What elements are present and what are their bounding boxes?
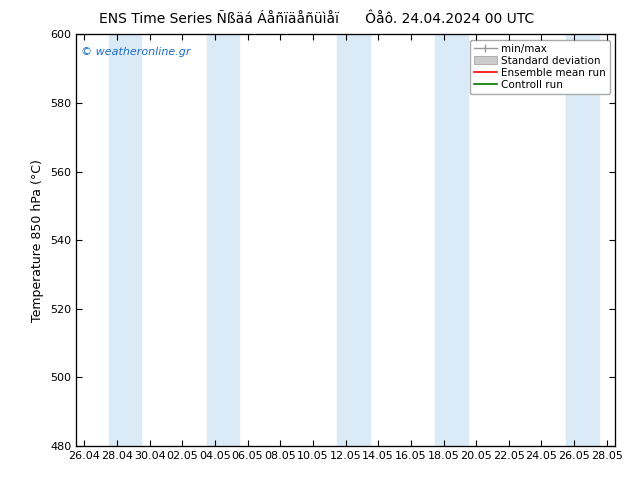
Legend: min/max, Standard deviation, Ensemble mean run, Controll run: min/max, Standard deviation, Ensemble me… (470, 40, 610, 94)
Bar (436, 34, 468, 446)
Text: ENS Time Series Ñßäá Áåñïäåñüìåï      Ôåô. 24.04.2024 00 UTC: ENS Time Series Ñßäá Áåñïäåñüìåï Ôåô. 24… (100, 12, 534, 26)
Text: © weatheronline.gr: © weatheronline.gr (81, 47, 191, 57)
Bar (109, 34, 141, 446)
Bar (337, 34, 370, 446)
Bar (566, 34, 598, 446)
Y-axis label: Temperature 850 hPa (°C): Temperature 850 hPa (°C) (32, 159, 44, 321)
Bar (207, 34, 240, 446)
